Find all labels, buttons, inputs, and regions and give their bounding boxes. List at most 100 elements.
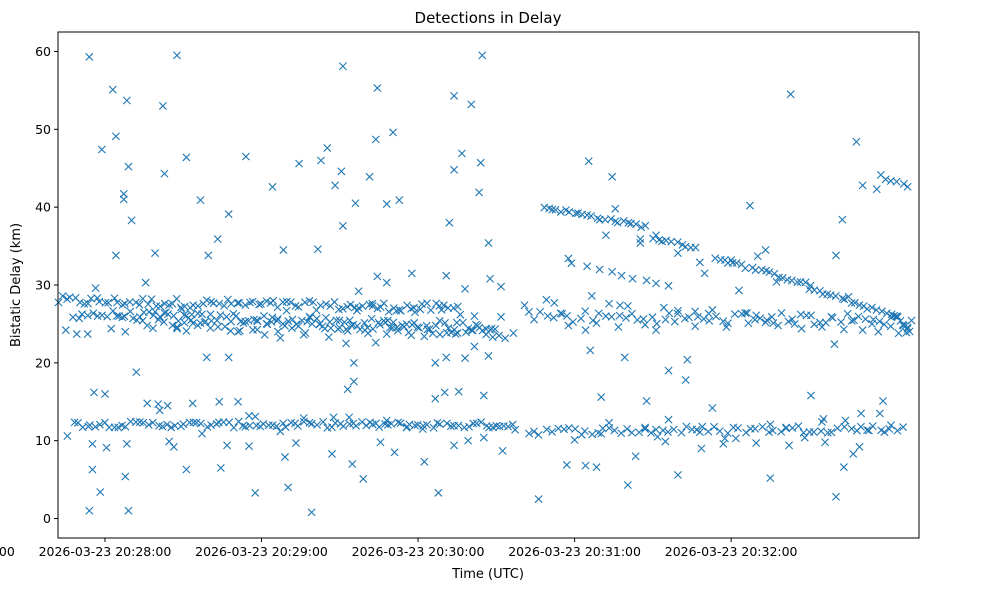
data-point xyxy=(530,315,539,324)
data-point xyxy=(420,457,429,466)
data-point xyxy=(373,272,382,281)
data-point xyxy=(520,301,529,310)
data-point xyxy=(165,437,174,446)
data-point xyxy=(816,318,825,327)
y-tick-label: 40 xyxy=(35,200,51,215)
data-point xyxy=(636,235,645,244)
data-point xyxy=(608,172,617,181)
data-point xyxy=(207,316,216,325)
data-point xyxy=(269,296,278,305)
data-point xyxy=(214,322,223,331)
data-point xyxy=(608,267,617,276)
data-point xyxy=(107,324,116,333)
data-point xyxy=(584,157,593,166)
data-point xyxy=(158,422,167,431)
data-point xyxy=(234,397,243,406)
data-point xyxy=(691,243,700,252)
data-point xyxy=(806,391,815,400)
data-point xyxy=(387,419,396,428)
data-point xyxy=(837,317,846,326)
data-point xyxy=(476,158,485,167)
data-point xyxy=(89,309,98,318)
data-point xyxy=(607,312,616,321)
data-point xyxy=(652,319,661,328)
data-point xyxy=(639,314,648,323)
data-point xyxy=(308,319,317,328)
data-point xyxy=(708,404,717,412)
data-point xyxy=(216,311,225,320)
data-point xyxy=(91,422,100,431)
data-point xyxy=(720,434,729,443)
data-point xyxy=(382,200,391,209)
data-point xyxy=(196,419,205,428)
data-point xyxy=(260,330,269,339)
data-point xyxy=(524,307,533,316)
data-point xyxy=(620,353,629,362)
data-point xyxy=(594,309,603,318)
data-point xyxy=(509,329,518,338)
data-point xyxy=(127,216,136,225)
data-point xyxy=(223,295,232,304)
data-point xyxy=(108,85,117,94)
plot-area-frame xyxy=(57,31,920,539)
data-point xyxy=(858,181,867,190)
data-point xyxy=(343,385,352,394)
data-point xyxy=(627,428,636,437)
data-point xyxy=(817,323,826,332)
data-point xyxy=(469,419,478,428)
data-point xyxy=(324,333,333,342)
data-point xyxy=(652,231,660,240)
data-point xyxy=(784,317,793,326)
data-point xyxy=(790,320,799,329)
data-point xyxy=(475,188,484,197)
data-point xyxy=(371,338,380,347)
data-point xyxy=(722,323,731,332)
data-point xyxy=(303,317,312,326)
data-point xyxy=(492,421,501,430)
data-point xyxy=(567,259,576,268)
x-tick-label: 2026-03-23 20:29:00 xyxy=(195,544,328,559)
data-point xyxy=(335,316,344,325)
data-point xyxy=(375,422,384,431)
data-point xyxy=(431,394,440,403)
data-point xyxy=(752,311,761,320)
data-point xyxy=(439,301,448,310)
data-point xyxy=(338,62,347,71)
data-point xyxy=(781,424,790,433)
data-point xyxy=(839,463,848,472)
data-point xyxy=(636,238,645,247)
data-point xyxy=(838,215,847,224)
data-point xyxy=(487,324,496,333)
data-point xyxy=(827,428,836,437)
data-point xyxy=(800,433,809,442)
data-point xyxy=(556,309,565,318)
data-point xyxy=(349,358,358,367)
data-point xyxy=(111,251,120,260)
data-point xyxy=(363,329,372,338)
y-tick-label: 20 xyxy=(35,355,51,370)
data-point xyxy=(182,153,191,162)
data-point xyxy=(844,292,853,301)
data-point xyxy=(581,326,590,335)
data-point xyxy=(787,276,796,285)
data-point xyxy=(761,245,770,254)
data-point xyxy=(88,439,97,448)
data-point xyxy=(159,318,168,327)
data-point xyxy=(830,340,839,349)
data-point xyxy=(850,298,859,307)
data-point xyxy=(382,416,391,425)
data-point xyxy=(381,318,390,327)
data-point xyxy=(241,422,250,431)
data-point xyxy=(864,426,873,435)
data-point xyxy=(831,292,840,301)
data-point xyxy=(839,325,848,334)
data-point xyxy=(751,424,760,433)
data-point xyxy=(641,423,650,432)
data-point xyxy=(415,323,424,332)
data-point xyxy=(881,175,890,184)
data-point xyxy=(659,303,668,312)
data-point xyxy=(564,423,573,432)
data-point xyxy=(508,420,517,429)
data-point xyxy=(299,330,308,339)
data-point xyxy=(163,401,172,410)
